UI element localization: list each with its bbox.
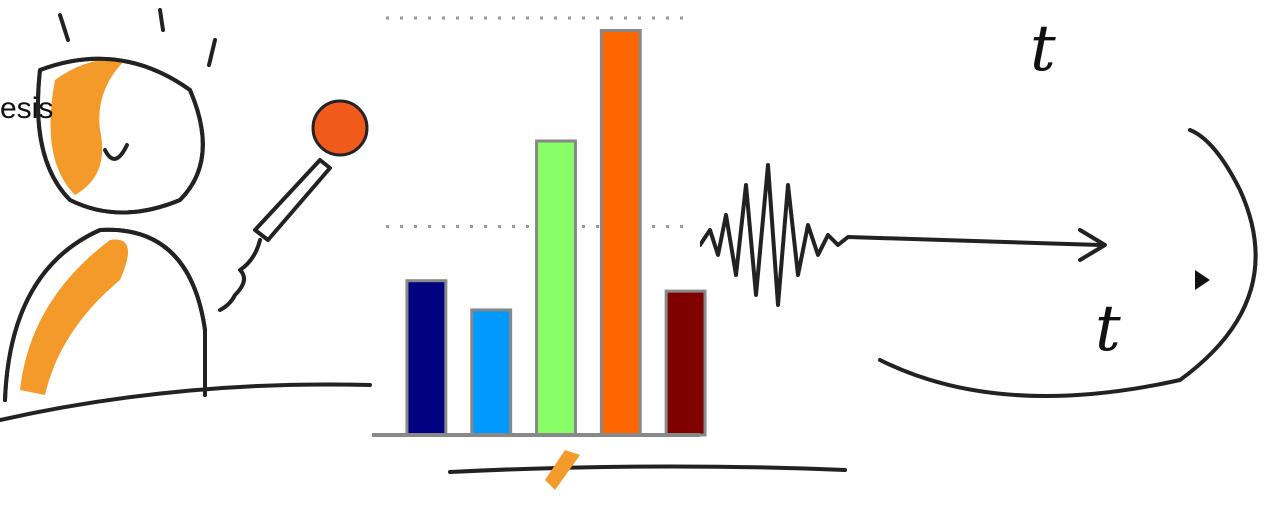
bar	[666, 291, 705, 435]
bar	[407, 281, 446, 435]
person-sketch	[0, 10, 370, 420]
page: esis t t	[0, 0, 1275, 505]
caption: esis	[0, 92, 53, 125]
collage: esis t t	[0, 0, 1275, 505]
axis-letter: t	[1030, 12, 1056, 86]
bar	[537, 141, 576, 435]
bar	[601, 31, 640, 435]
axis-letter: t	[1095, 292, 1121, 366]
bar	[472, 310, 511, 435]
